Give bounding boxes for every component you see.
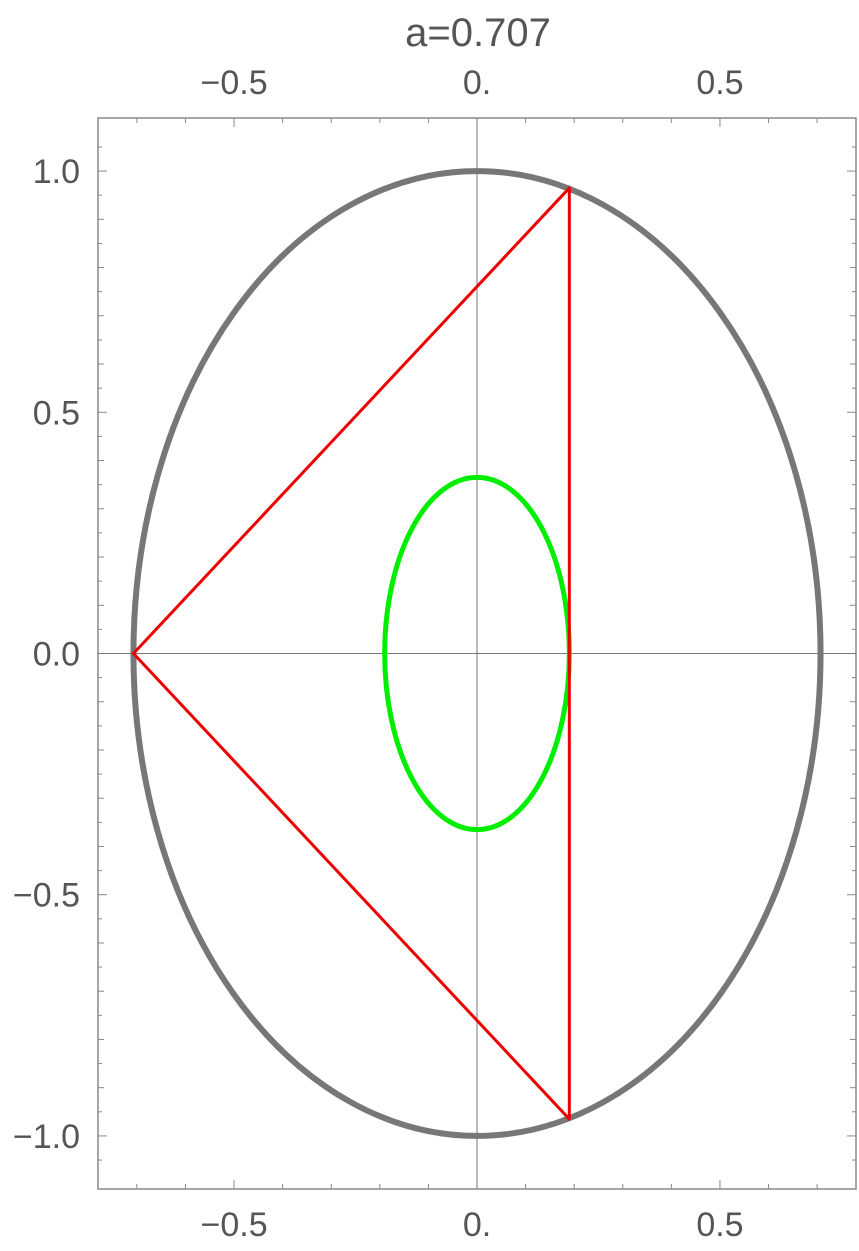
- y-tick-label: −0.5: [13, 877, 80, 915]
- x-tick-label-top: 0.: [463, 64, 491, 102]
- x-tick-label-bottom: −0.5: [200, 1206, 267, 1244]
- y-tick-label: −1.0: [13, 1118, 80, 1156]
- triangle-curve: [131, 186, 571, 1121]
- y-tick-label: 0.5: [33, 394, 80, 432]
- x-tick-label-top: −0.5: [200, 64, 267, 102]
- x-tick-label-bottom: 0.: [463, 1206, 491, 1244]
- x-tick-label-bottom: 0.5: [696, 1206, 743, 1244]
- tick-labels: −0.5 −0.5 0. 0. 0.5 0.5 1.0 0.5 0.0 −0.5 −1.0: [13, 64, 744, 1244]
- x-tick-label-top: 0.5: [696, 64, 743, 102]
- curves: [130, 168, 824, 1139]
- zero-axes: [98, 118, 856, 1189]
- y-tick-label: 1.0: [33, 153, 80, 191]
- chart-title: a=0.707: [405, 11, 551, 55]
- y-tick-label: 0.0: [33, 636, 80, 674]
